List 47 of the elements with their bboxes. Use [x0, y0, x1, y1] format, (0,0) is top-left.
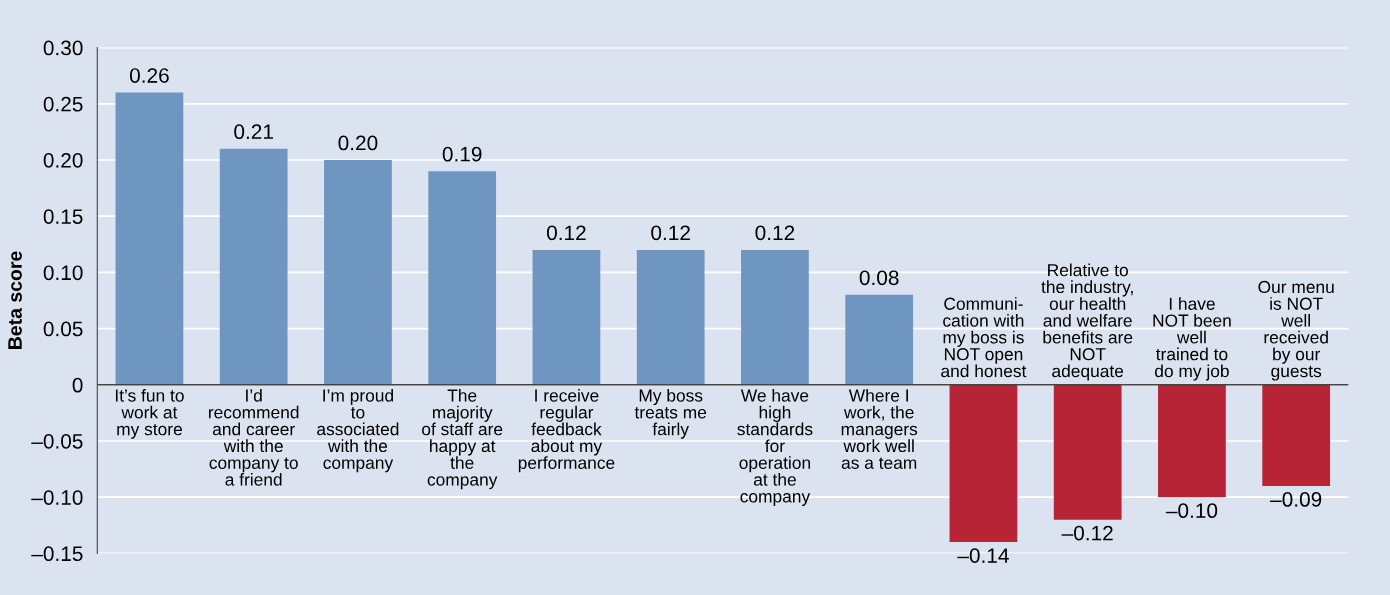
data-label: –0.14 — [957, 548, 1009, 563]
x-tick-label: We have high standards for operation at the company — [737, 388, 813, 506]
y-tick-label: 0.15 — [43, 209, 83, 224]
bar — [636, 249, 705, 385]
data-label: 0.08 — [859, 270, 899, 286]
y-tick-label: –0.15 — [31, 546, 83, 562]
x-tick-label: Where I work, the managers work well as a team — [841, 388, 918, 469]
y-tick-label: 0.30 — [43, 40, 83, 56]
y-tick-label: 0.10 — [43, 265, 83, 281]
x-tick-label: My boss treats me fairly — [634, 388, 707, 439]
data-label: 0.19 — [442, 146, 482, 162]
data-label: 0.20 — [338, 135, 378, 151]
data-label: 0.21 — [234, 124, 273, 140]
bar — [1158, 384, 1226, 498]
bar — [428, 171, 497, 385]
y-tick-label: 0.25 — [43, 96, 83, 112]
bar — [219, 148, 288, 385]
x-tick-label: Communi- cation with my boss is NOT open and honest — [941, 297, 1027, 378]
x-tick-label: The majority of staff are happy at the company — [422, 388, 503, 490]
bar — [115, 92, 184, 385]
x-tick-label: Relative to the industry, our health and welfare benefits are NOT adequate — [1041, 263, 1133, 381]
y-tick-label: 0 — [72, 377, 83, 393]
x-tick-label: I have NOT been well trained to do my job — [1153, 297, 1231, 381]
x-tick-label: It’s fun to work at my store — [115, 388, 184, 439]
data-label: –0.09 — [1270, 492, 1322, 507]
y-tick-label: –0.10 — [31, 490, 83, 505]
bar — [324, 159, 392, 385]
bar — [949, 384, 1018, 543]
data-label: 0.12 — [546, 225, 586, 241]
data-label: 0.26 — [129, 68, 169, 83]
y-axis-title: Beta score — [8, 251, 22, 349]
bar — [845, 294, 914, 385]
data-label: –0.10 — [1165, 503, 1218, 519]
bar — [1053, 384, 1122, 520]
data-label: 0.12 — [755, 225, 795, 241]
bar — [741, 249, 809, 385]
x-tick-label: I receive regular feedback about my performance — [518, 388, 615, 473]
y-tick-label: 0.20 — [43, 152, 83, 168]
bar — [532, 249, 601, 385]
data-label: 0.12 — [651, 225, 690, 241]
bar — [1262, 384, 1331, 486]
x-tick-label: I’d recommend and career with the company to a friend — [209, 388, 299, 486]
x-tick-label: Our menu is NOT well received by our guests — [1258, 280, 1334, 381]
y-tick-label: –0.05 — [31, 433, 83, 449]
x-tick-label: I’m proud to associated with the company — [317, 388, 399, 473]
y-tick-label: 0.05 — [43, 321, 83, 337]
data-label: –0.12 — [1061, 525, 1113, 541]
